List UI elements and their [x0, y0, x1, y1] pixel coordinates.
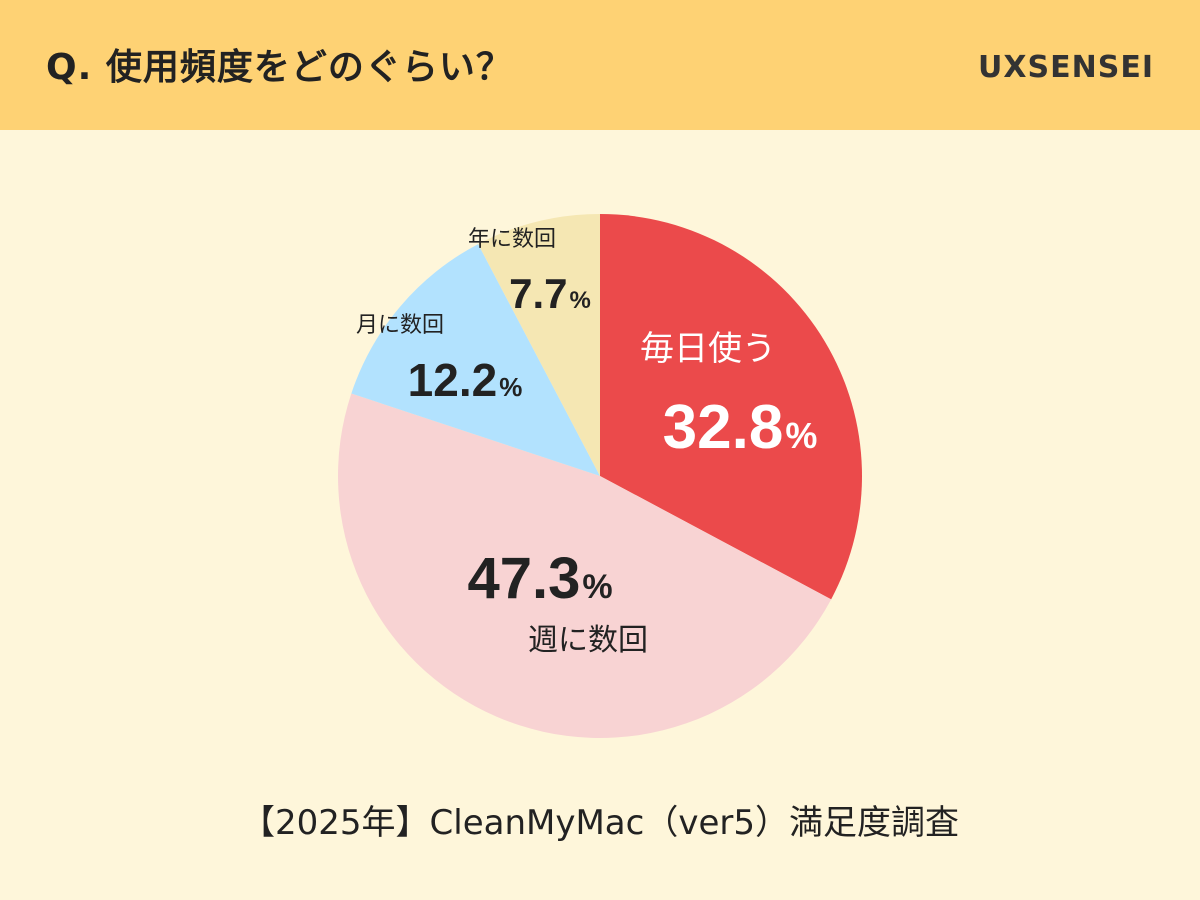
slice-value-2: 47.3% [467, 546, 612, 611]
slice-value-3: 12.2% [408, 354, 523, 406]
survey-caption: 【2025年】CleanMyMac（ver5）満足度調査 [241, 803, 959, 843]
pie-slice-3 [351, 244, 600, 476]
pie-slice-2 [338, 393, 832, 738]
header-bar: Q. 使用頻度をどのぐらい？ UXSENSEI [0, 0, 1200, 130]
slice-value-4: 7.7% [509, 270, 591, 317]
brand-logo-text: UXSENSEI [978, 50, 1154, 85]
pie-slice-4 [478, 214, 600, 476]
slice-label-2: 週に数回 [528, 623, 648, 658]
slice-label-4: 年に数回 [468, 227, 556, 252]
slice-label-1: 毎日使う [640, 329, 776, 369]
pie-slice-1 [600, 214, 862, 600]
slice-value-1: 32.8% [663, 393, 818, 462]
pie-chart: 毎日使う 32.8% 週に数回 47.3% 月に数回 12.2% 年に数回 7.7% [338, 214, 862, 738]
question-title: Q. 使用頻度をどのぐらい？ [46, 47, 513, 88]
slice-label-3: 月に数回 [356, 313, 444, 338]
